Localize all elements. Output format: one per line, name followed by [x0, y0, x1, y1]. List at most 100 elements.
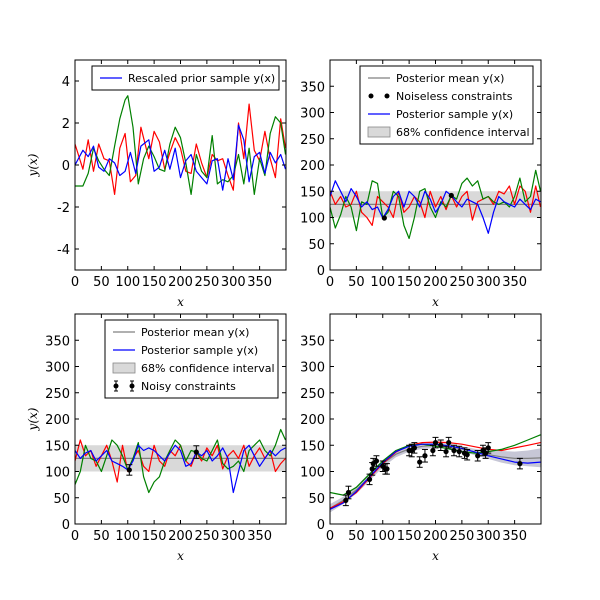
- constraint-point: [384, 466, 390, 472]
- y-tick-label: 350: [300, 80, 325, 95]
- legend: Rescaled prior sample y(x): [91, 65, 280, 91]
- legend-label: 68% confidence interval: [141, 362, 275, 375]
- legend: Posterior mean y(x) Noiseless constraints…: [359, 65, 534, 145]
- constraint-point: [381, 215, 387, 221]
- x-tick-label: 250: [194, 529, 219, 544]
- x-tick-label: 300: [476, 529, 501, 544]
- y-tick-label: 0: [317, 264, 325, 279]
- x-tick-label: 50: [93, 529, 110, 544]
- legend-label: Posterior mean y(x): [141, 326, 249, 339]
- constraint-point: [475, 453, 481, 459]
- constraint-point: [422, 453, 428, 459]
- series-line-2: [330, 180, 541, 234]
- panel-top-right: 0 50 100 150 200 250 300 3500501001502002503003…: [300, 59, 542, 309]
- legend-patch-swatch: [112, 362, 136, 374]
- x-tick-label: 200: [423, 275, 448, 290]
- constraint-point: [366, 476, 373, 482]
- y-tick-label: 200: [300, 159, 325, 174]
- y-tick-label: 0: [317, 518, 325, 533]
- y-tick-label: -2: [57, 201, 70, 216]
- x-tick-label: 0: [326, 275, 334, 290]
- x-tick-label: 300: [221, 529, 246, 544]
- legend-box: [91, 65, 280, 91]
- y-tick-label: 300: [45, 361, 70, 376]
- x-tick-label: 350: [247, 529, 272, 544]
- x-tick-label: 350: [247, 275, 272, 290]
- series-line-0: [330, 185, 541, 226]
- constraint-point: [443, 448, 449, 455]
- legend-point-swatch: [384, 93, 390, 99]
- x-tick-label: 200: [168, 275, 193, 290]
- series-line-2: [75, 444, 286, 494]
- x-axis-label: x: [432, 549, 439, 563]
- legend: Posterior mean y(x) Posterior sample y(x)…: [104, 319, 279, 399]
- x-tick-label: 350: [502, 529, 527, 544]
- y-tick-label: 2: [62, 117, 70, 132]
- constraint-point: [345, 489, 352, 496]
- y-axis-label: y(x): [26, 153, 40, 177]
- constraint-point: [438, 442, 444, 448]
- x-tick-label: 150: [142, 275, 167, 290]
- y-tick-label: -4: [57, 243, 70, 258]
- x-tick-label: 50: [348, 529, 365, 544]
- x-tick-label: 150: [142, 529, 167, 544]
- x-tick-label: 50: [348, 275, 365, 290]
- constraint-point: [448, 192, 454, 199]
- constraint-point: [446, 440, 452, 446]
- x-axis-label: x: [432, 295, 439, 309]
- x-tick-label: 300: [221, 275, 246, 290]
- y-tick-label: 0: [62, 159, 70, 174]
- x-tick-label: 50: [93, 275, 110, 290]
- constraint-point: [373, 458, 380, 464]
- legend-patch-swatch: [367, 126, 391, 138]
- y-tick-label: 250: [45, 387, 70, 402]
- legend-label: Rescaled prior sample y(x): [128, 72, 275, 85]
- legend-label: Noisy constraints: [141, 380, 236, 393]
- y-tick-label: 300: [300, 361, 325, 376]
- y-tick-label: 100: [45, 466, 70, 481]
- y-tick-label: 350: [45, 334, 70, 349]
- panel-top-left: 0 50 100 150 200 250 300 350 -4 -2 0 2 4 x y(x) Rescale…: [26, 59, 287, 309]
- x-tick-label: 250: [449, 275, 474, 290]
- y-tick-label: 100: [300, 466, 325, 481]
- legend-point-swatch: [368, 93, 374, 99]
- constraint-point: [456, 448, 462, 455]
- x-tick-label: 250: [194, 275, 219, 290]
- y-tick-label: 150: [45, 439, 70, 454]
- constraint-point: [485, 445, 491, 451]
- x-tick-label: 350: [502, 275, 527, 290]
- x-tick-label: 100: [370, 529, 395, 544]
- constraint-point: [451, 447, 457, 454]
- y-tick-label: 200: [45, 413, 70, 428]
- series-line-1: [75, 95, 286, 195]
- legend-label: Posterior mean y(x): [396, 72, 504, 85]
- legend-label: Posterior sample y(x): [396, 108, 513, 121]
- plot-area: [75, 428, 286, 494]
- plot-area: [330, 434, 541, 513]
- constraint-point: [417, 459, 423, 465]
- y-tick-label: 50: [53, 492, 70, 507]
- x-tick-label: 0: [71, 529, 79, 544]
- series-line-2: [75, 124, 286, 191]
- constraint-point: [193, 449, 199, 455]
- y-tick-label: 0: [62, 518, 70, 533]
- constraint-point: [126, 467, 132, 473]
- y-tick-label: 50: [308, 238, 325, 253]
- legend-point-swatch: [113, 383, 119, 389]
- x-tick-label: 100: [370, 275, 395, 290]
- x-axis-label: x: [177, 295, 184, 309]
- constraint-point: [432, 440, 439, 446]
- y-tick-label: 200: [300, 413, 325, 428]
- legend-label: Noiseless constraints: [396, 90, 513, 103]
- y-tick-label: 350: [300, 334, 325, 349]
- y-tick-label: 100: [300, 212, 325, 227]
- y-tick-label: 150: [300, 439, 325, 454]
- y-tick-label: 250: [300, 133, 325, 148]
- y-tick-label: 150: [300, 185, 325, 200]
- x-tick-label: 100: [115, 275, 140, 290]
- y-tick-label: 50: [308, 492, 325, 507]
- legend-label: 68% confidence interval: [396, 126, 530, 139]
- constraint-point: [517, 461, 523, 467]
- y-tick-label: 300: [300, 107, 325, 122]
